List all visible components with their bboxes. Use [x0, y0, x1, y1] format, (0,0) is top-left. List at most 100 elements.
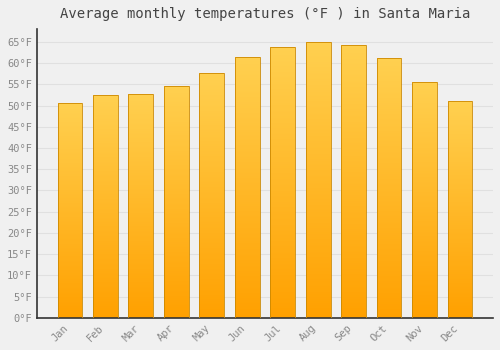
Bar	[376, 281, 402, 283]
Bar	[412, 210, 437, 212]
Bar	[412, 289, 437, 291]
Bar	[200, 258, 224, 259]
Bar	[200, 233, 224, 235]
Bar	[235, 220, 260, 221]
Bar	[341, 55, 366, 56]
Bar	[164, 95, 188, 96]
Bar	[270, 139, 295, 141]
Bar	[448, 154, 472, 155]
Bar	[93, 301, 118, 302]
Bar	[235, 57, 260, 318]
Bar	[128, 236, 154, 237]
Bar	[270, 252, 295, 253]
Bar	[341, 186, 366, 187]
Bar	[235, 80, 260, 82]
Bar	[270, 173, 295, 175]
Bar	[93, 115, 118, 116]
Bar	[128, 310, 154, 311]
Bar	[128, 121, 154, 122]
Bar	[93, 127, 118, 128]
Bar	[376, 106, 402, 107]
Bar	[128, 169, 154, 170]
Bar	[128, 123, 154, 124]
Bar	[164, 186, 188, 187]
Bar	[93, 245, 118, 246]
Bar	[448, 209, 472, 210]
Bar	[306, 156, 330, 158]
Bar	[270, 233, 295, 234]
Bar	[93, 167, 118, 168]
Bar	[200, 208, 224, 209]
Bar	[270, 227, 295, 229]
Bar	[448, 293, 472, 294]
Bar	[270, 110, 295, 111]
Bar	[376, 316, 402, 318]
Bar	[164, 307, 188, 309]
Bar	[164, 297, 188, 298]
Bar	[235, 306, 260, 307]
Bar	[412, 134, 437, 135]
Bar	[93, 244, 118, 245]
Bar	[58, 317, 82, 318]
Bar	[306, 46, 330, 48]
Bar	[306, 68, 330, 70]
Bar	[306, 311, 330, 312]
Bar	[164, 196, 188, 197]
Bar	[448, 316, 472, 317]
Bar	[270, 256, 295, 257]
Bar	[58, 230, 82, 231]
Bar	[200, 254, 224, 256]
Bar	[341, 67, 366, 68]
Bar	[235, 128, 260, 130]
Bar	[93, 303, 118, 304]
Bar	[376, 64, 402, 66]
Bar	[235, 106, 260, 107]
Bar	[93, 234, 118, 235]
Bar	[128, 143, 154, 145]
Bar	[58, 139, 82, 140]
Bar	[448, 111, 472, 112]
Bar	[58, 302, 82, 303]
Bar	[58, 191, 82, 192]
Bar	[93, 270, 118, 271]
Bar	[341, 275, 366, 277]
Bar	[376, 301, 402, 302]
Bar	[270, 178, 295, 180]
Bar	[448, 275, 472, 276]
Bar	[306, 253, 330, 254]
Bar	[164, 128, 188, 130]
Bar	[164, 190, 188, 191]
Bar	[164, 252, 188, 253]
Bar	[306, 267, 330, 268]
Bar	[306, 166, 330, 168]
Bar	[200, 268, 224, 269]
Bar	[93, 302, 118, 303]
Bar	[270, 108, 295, 110]
Bar	[58, 217, 82, 218]
Bar	[235, 175, 260, 177]
Bar	[93, 126, 118, 127]
Bar	[270, 195, 295, 196]
Bar	[270, 280, 295, 281]
Bar	[448, 284, 472, 285]
Bar	[376, 158, 402, 159]
Bar	[376, 244, 402, 245]
Bar	[128, 216, 154, 217]
Bar	[235, 251, 260, 253]
Bar	[448, 295, 472, 296]
Bar	[93, 165, 118, 166]
Bar	[128, 179, 154, 180]
Bar	[93, 161, 118, 162]
Bar	[376, 279, 402, 280]
Bar	[341, 244, 366, 246]
Bar	[341, 288, 366, 289]
Bar	[376, 170, 402, 171]
Bar	[164, 266, 188, 267]
Bar	[128, 189, 154, 190]
Bar	[235, 253, 260, 254]
Bar	[376, 228, 402, 230]
Bar	[164, 92, 188, 94]
Bar	[200, 224, 224, 225]
Bar	[341, 197, 366, 198]
Bar	[58, 169, 82, 170]
